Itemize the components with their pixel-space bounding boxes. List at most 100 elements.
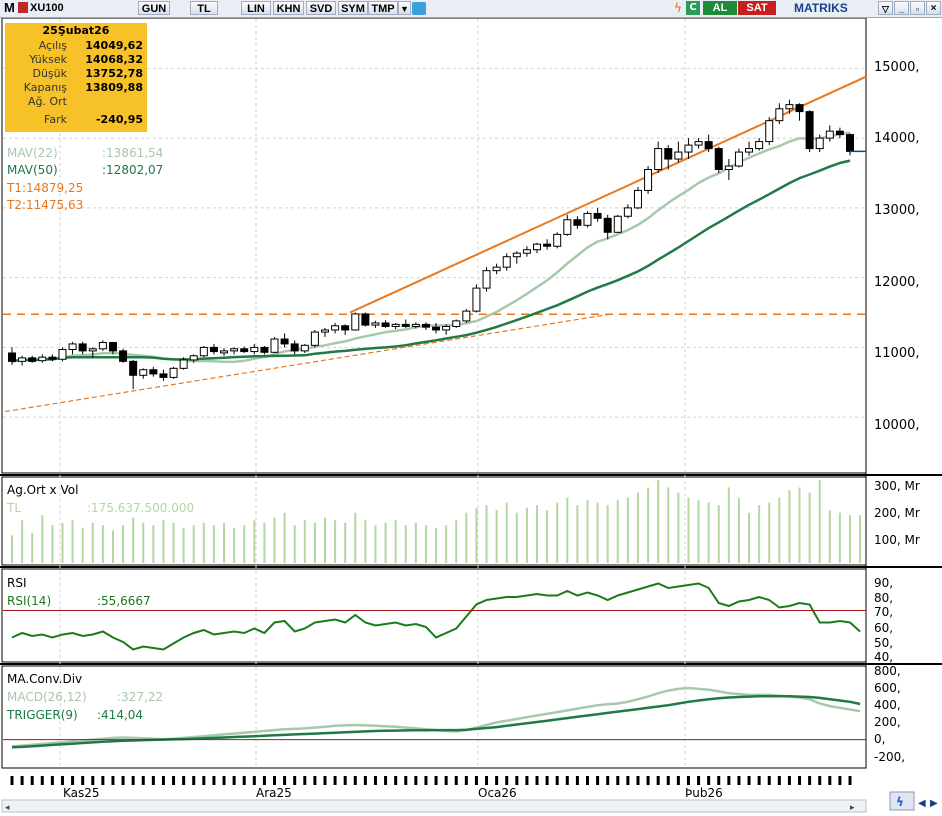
volume-bars [11, 480, 862, 563]
collapse-icon[interactable]: ▽ [878, 1, 893, 15]
price-tick-10000: 10000, [874, 418, 920, 433]
candle-body [220, 350, 229, 354]
x-tick [808, 776, 812, 785]
candle-body [280, 338, 289, 345]
candle-body [199, 346, 208, 357]
t2-legend: T2:11475,63 [7, 198, 84, 212]
candle-body [654, 148, 663, 171]
candle-body [724, 165, 733, 171]
scroll-right-icon[interactable]: ▸ [850, 803, 855, 813]
candle-body [371, 322, 380, 326]
nav-right-icon[interactable]: ▶ [930, 798, 938, 809]
x-tick [222, 776, 226, 785]
x-tick [737, 776, 741, 785]
candle-body [331, 325, 340, 331]
candle-body [795, 104, 804, 113]
macd-panel [1, 665, 867, 769]
x-tick [505, 776, 509, 785]
x-tick [485, 776, 489, 785]
x-tick [676, 776, 680, 785]
candle-body [583, 212, 592, 226]
ohlc-info-box: 25Şubat26 Açılış 14049,62 Yüksek 14068,32 … [5, 23, 147, 132]
x-tick [81, 776, 85, 785]
x-tick [717, 776, 721, 785]
price-tick-14000: 14000, [874, 131, 920, 146]
menu-button[interactable]: M [4, 0, 15, 15]
candle-body [179, 359, 188, 369]
x-tick [454, 776, 458, 785]
candle-body [846, 134, 854, 152]
x-tick [293, 776, 297, 785]
x-tick [444, 776, 448, 785]
x-axis-ticks [10, 776, 852, 785]
rsi-tick-80: 80, [874, 591, 893, 605]
candle-body [704, 141, 713, 150]
info-row-high: Yüksek 14068,32 [29, 53, 143, 66]
candle-body [815, 137, 824, 150]
close-icon[interactable]: × [926, 1, 941, 15]
buy-button[interactable]: AL [703, 1, 737, 15]
restore-icon[interactable]: ▫ [910, 1, 925, 15]
candle-body [108, 342, 117, 352]
x-tick [697, 776, 701, 785]
rsi-line [11, 582, 861, 651]
volume-title: Ag.Ort x Vol [7, 483, 79, 497]
x-tick [121, 776, 125, 785]
symbol-icon[interactable] [18, 2, 28, 13]
candle-body [674, 151, 683, 160]
x-tick [333, 776, 337, 785]
scale-button[interactable]: LIN [241, 1, 271, 15]
dropdown-arrow-icon[interactable]: ▼ [398, 1, 411, 15]
candle-body [341, 325, 350, 331]
x-tick [777, 776, 781, 785]
sym-button[interactable]: SYM [338, 1, 368, 15]
scroll-left-icon[interactable]: ◂ [5, 803, 10, 813]
x-tick [30, 776, 34, 785]
period-button[interactable]: GUN [138, 1, 170, 15]
nav-left-icon[interactable]: ◀ [918, 798, 926, 809]
trigger-legend: TRIGGER(9):414,04 [7, 708, 144, 722]
symbol-field[interactable]: XU100 [30, 2, 64, 14]
x-tick [141, 776, 145, 785]
twitter-icon[interactable] [412, 2, 426, 15]
candle-body [139, 369, 148, 376]
x-tick [111, 776, 115, 785]
x-tick [525, 776, 529, 785]
x-tick [161, 776, 165, 785]
x-tick [616, 776, 620, 785]
volume-panel [1, 476, 867, 566]
chart-type-button[interactable]: KHN [273, 1, 304, 15]
svd-button[interactable]: SVD [306, 1, 336, 15]
volume-tick-300: 300, Mr [874, 479, 920, 493]
macd-tick-400: 400, [874, 698, 901, 712]
sync-icon[interactable] [889, 791, 915, 811]
refresh-icon[interactable]: C [686, 1, 700, 15]
candle-body [684, 144, 693, 153]
x-tick [40, 776, 44, 785]
lightning-icon[interactable]: ϟ [674, 1, 682, 15]
template-button[interactable]: TMP [368, 1, 398, 15]
chart-area[interactable]: 15000, 14000, 13000, 12000, 11000, 10000… [0, 18, 942, 816]
currency-button[interactable]: TL [190, 1, 218, 15]
horizontal-scrollbar[interactable] [1, 799, 867, 813]
candle-body [603, 217, 612, 233]
x-tick [545, 776, 549, 785]
candle-body [78, 343, 87, 352]
x-tick [798, 776, 802, 785]
minimize-icon[interactable]: _ [894, 1, 909, 15]
x-tick [131, 776, 135, 785]
x-tick [555, 776, 559, 785]
candle-body [391, 323, 400, 327]
sell-button[interactable]: SAT [738, 1, 776, 15]
x-tick [636, 776, 640, 785]
candle-body [644, 169, 653, 191]
candle-body [835, 130, 844, 136]
candle-body [411, 323, 420, 327]
x-tick [202, 776, 206, 785]
candle-body [633, 189, 642, 209]
x-tick [707, 776, 711, 785]
x-tick [252, 776, 256, 785]
x-tick [585, 776, 589, 785]
macd-tick-800: 800, [874, 664, 901, 678]
macd-tick-neg200: -200, [874, 750, 905, 764]
